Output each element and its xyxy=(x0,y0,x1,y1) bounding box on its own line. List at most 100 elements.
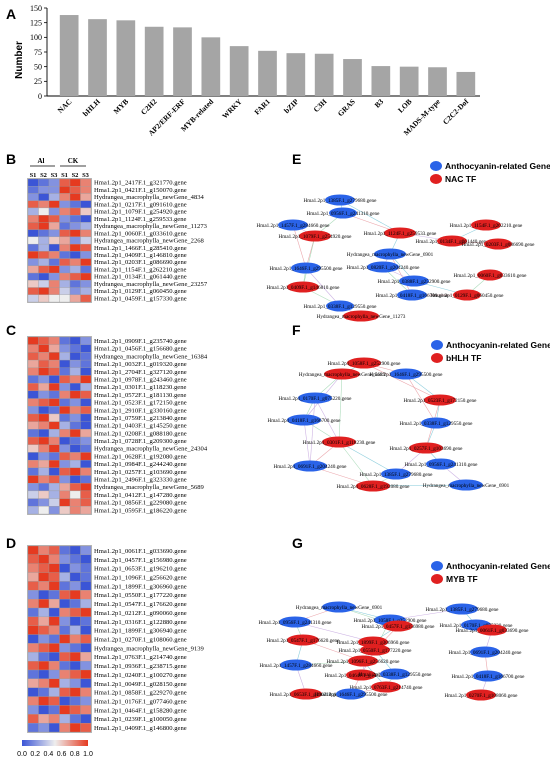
heatmap-cell xyxy=(80,669,92,680)
heatmap-cell xyxy=(38,421,50,430)
heatmap-cell xyxy=(27,498,39,507)
heatmap-cell xyxy=(48,222,60,230)
heatmap-cell xyxy=(69,625,81,635)
heatmap-cell xyxy=(59,222,71,230)
colorbar-tick-label: 1.0 xyxy=(83,751,93,758)
heatmap-cell xyxy=(69,243,81,252)
heatmap-cell xyxy=(80,406,92,415)
gene-label: Hma1.2p1_0763F.1_g214740.gene xyxy=(94,654,187,661)
heatmap-cell xyxy=(80,598,92,609)
colorbar-tick-label: 0.2 xyxy=(30,751,40,758)
heatmap-cell xyxy=(59,643,71,653)
anthocyanin-gene-node xyxy=(390,368,422,380)
heatmap-cell xyxy=(80,421,92,430)
heatmap-cell xyxy=(48,452,60,461)
heatmap-cell xyxy=(69,222,81,230)
node-label: Hma1.2p1_0129F.1_g060450.gene xyxy=(431,293,505,299)
heatmap-cell xyxy=(38,616,50,626)
node-label: Hma1.2p1_0301F.1_g118230.gene xyxy=(303,440,376,446)
legend-label: Anthocyanin-related Gene xyxy=(445,161,550,171)
heatmap-cell xyxy=(38,459,50,468)
heatmap-cell xyxy=(48,678,60,688)
heatmap-cell xyxy=(27,344,39,353)
node-label: Hma1.2p1_0523F.1_g172150.gene xyxy=(404,398,478,404)
heatmap-cell xyxy=(38,581,50,591)
heatmap-cell xyxy=(80,359,92,368)
heatmap-cell xyxy=(59,207,71,216)
heatmap-cell xyxy=(38,643,50,653)
node-label: Hma1.2p1_1385F.1_g279680.gene xyxy=(426,607,500,613)
heatmap-cell xyxy=(80,200,92,209)
bar xyxy=(258,50,277,96)
gene-label: Hma1.2p1_0550F.1_g177220.gene xyxy=(94,592,187,599)
gene-label: Hydrangea_macrophylla_newGene_2268 xyxy=(94,238,205,245)
heatmap-cell xyxy=(80,452,92,461)
heatmap-cell xyxy=(59,352,71,361)
node-label: Hma1.2p1_0653F.1_g196210.gene xyxy=(270,692,344,698)
heatmap-cell xyxy=(80,222,92,230)
gene-label: Hma1.2p1_0203F.1_g086690.gene xyxy=(94,259,187,266)
heatmap-cell xyxy=(80,467,92,476)
heatmap-cell xyxy=(69,207,81,216)
node-label: Hma1.2p1_0956F.1_g241310.gene xyxy=(259,620,333,626)
node-label: Hma1.2p1_1058F.1_g252900.gene xyxy=(328,361,402,367)
x-tick-label: FAR1 xyxy=(252,97,272,117)
node-label: Hma1.2p1_0820F.1_g204240.gene xyxy=(347,265,421,271)
node-label: Hma1.2p1_1154F.1_g262210.gene xyxy=(450,223,523,229)
gene-label: Hma1.2p1_0595F.1_g186220.gene xyxy=(94,507,187,514)
bar xyxy=(229,46,249,96)
anthocyanin-gene-node xyxy=(381,468,411,480)
heatmap-cell xyxy=(59,272,71,281)
heatmap-cell xyxy=(80,490,92,499)
heatmap-cell xyxy=(80,643,92,653)
heatmap-cell xyxy=(59,359,71,368)
gene-label: Hma1.2p1_0409F.1_g146800.gene xyxy=(94,725,187,732)
heatmap-cell xyxy=(80,475,92,484)
heatmap-cell xyxy=(69,229,81,238)
heatmap-cell xyxy=(80,251,92,259)
node-label: Hma1.2p1_0418F.1_g166700.gene xyxy=(376,293,450,299)
gene-label: Hma1.2p1_0208F.1_g088180.gene xyxy=(94,430,187,437)
heatmap-cell xyxy=(59,625,71,635)
node-label: Hma1.2p1_0464F.1_g158280.gene xyxy=(325,673,399,679)
network-edge xyxy=(338,373,343,443)
heatmap-cell xyxy=(38,572,50,582)
heatmap-cell xyxy=(38,714,50,724)
heatmap-cell xyxy=(27,413,39,422)
heatmap-cell xyxy=(27,652,39,662)
panel-b-label: B xyxy=(6,151,16,167)
tf-node xyxy=(346,669,376,681)
heatmap-cell xyxy=(38,352,50,361)
heatmap-cell xyxy=(38,436,50,445)
gene-label: Hma1.2p1_0412F.1_g147280.gene xyxy=(94,492,187,499)
heatmap-cell xyxy=(59,344,71,353)
heatmap-cell xyxy=(27,572,39,582)
heatmap-cell xyxy=(59,390,71,399)
heatmap-cell xyxy=(80,336,92,345)
heatmap-cell xyxy=(48,436,60,445)
heatmap-cell xyxy=(80,344,92,353)
node-label: Hma1.2p1_1646F.1_g295500.gene xyxy=(315,692,389,698)
tf-node xyxy=(347,357,381,369)
gene-label: Hma1.2p1_0301F.1_g118230.gene xyxy=(94,384,187,391)
heatmap-cell xyxy=(27,215,39,223)
tf-node xyxy=(287,634,319,646)
heatmap-cell xyxy=(48,643,60,653)
gene-label: Hma1.2p1_0421F.1_g150070.gene xyxy=(94,187,187,194)
anthocyanin-gene-node xyxy=(278,219,308,231)
gene-label: Hma1.2p1_2910F.1_g330160.gene xyxy=(94,407,187,414)
heatmap-cell xyxy=(80,722,92,733)
heatmap-cell xyxy=(27,429,39,438)
heatmap-cell xyxy=(59,459,71,468)
heatmap-cell xyxy=(27,265,39,274)
heatmap-cell xyxy=(27,272,39,281)
heatmap-cell xyxy=(38,590,50,600)
gene-label: Hma1.2p1_0456F.1_g156680.gene xyxy=(94,346,187,353)
bar xyxy=(144,26,164,97)
legend-swatch-anthocyanin xyxy=(431,340,443,350)
heatmap-cell xyxy=(69,436,81,445)
heatmap-cell xyxy=(38,336,50,345)
gene-label: Hma1.2p1_0176F.1_g077460.gene xyxy=(94,698,187,705)
colorbar-ticks: 0.0 0.2 0.4 0.6 0.8 1.0 xyxy=(17,751,93,758)
